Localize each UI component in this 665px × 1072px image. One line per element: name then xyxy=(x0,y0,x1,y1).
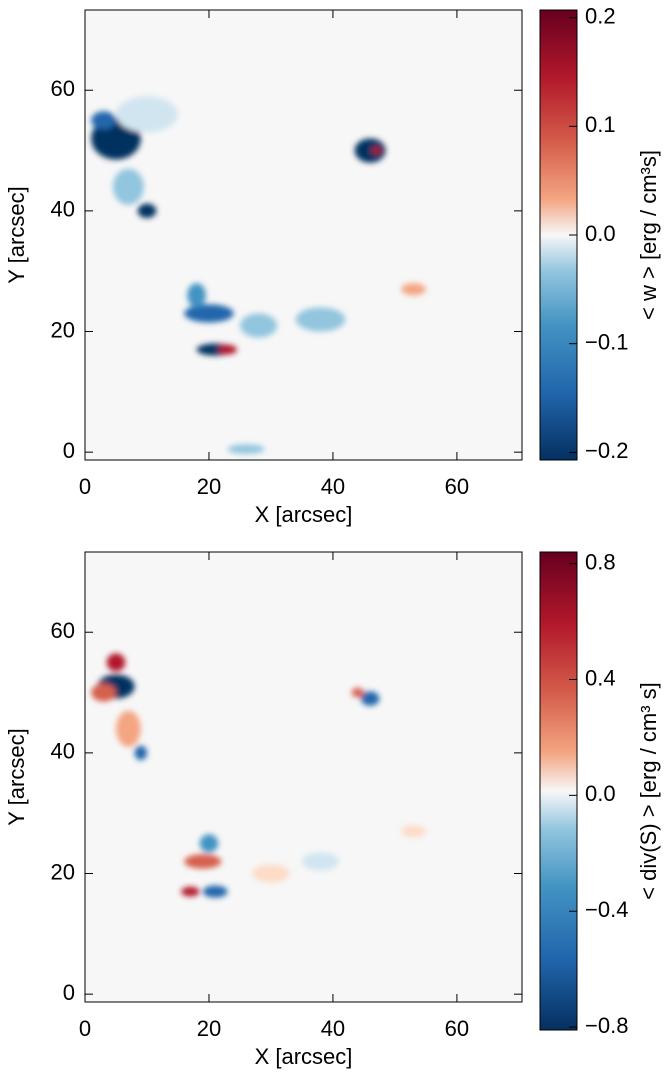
colorbar-tick-label: −0.8 xyxy=(585,1013,628,1038)
field-feature xyxy=(252,864,290,883)
colorbar-label: < w > [erg / cm³s] xyxy=(636,150,661,320)
y-tick-label: 40 xyxy=(51,197,75,222)
field-feature xyxy=(351,687,364,698)
y-tick-label: 60 xyxy=(51,76,75,101)
x-axis-label: X [arcsec] xyxy=(255,502,353,527)
heatmap-background xyxy=(85,552,522,1002)
y-tick-label: 40 xyxy=(51,739,75,764)
field-feature xyxy=(115,710,141,747)
field-feature xyxy=(239,313,278,338)
x-tick-label: 60 xyxy=(445,474,469,499)
colorbar-tick-label: −0.2 xyxy=(585,438,628,463)
field-feature xyxy=(227,444,265,454)
x-tick-label: 40 xyxy=(321,1016,345,1041)
field-feature xyxy=(202,885,228,898)
x-tick-label: 0 xyxy=(79,1016,91,1041)
y-axis-label: Y [arcsec] xyxy=(4,728,29,825)
field-feature xyxy=(401,283,426,296)
heatmap-background xyxy=(85,10,522,460)
y-tick-label: 0 xyxy=(63,980,75,1005)
colorbar xyxy=(539,551,578,1031)
heatmap xyxy=(85,552,522,1002)
colorbar-label: < div(S) > [erg / cm³ s] xyxy=(636,682,661,900)
plot-frame xyxy=(84,551,523,1003)
field-feature xyxy=(184,304,234,323)
x-tick-label: 0 xyxy=(79,474,91,499)
colorbar-tick-label: 0.0 xyxy=(585,781,616,806)
x-tick-label: 20 xyxy=(197,1016,221,1041)
colorbar-tick-label: −0.4 xyxy=(585,897,628,922)
x-tick-label: 60 xyxy=(445,1016,469,1041)
field-feature xyxy=(371,146,382,155)
y-tick-label: 20 xyxy=(51,859,75,884)
field-feature xyxy=(181,886,200,897)
field-feature xyxy=(115,96,178,133)
colorbar-tick-label: 0.1 xyxy=(585,112,616,137)
field-feature xyxy=(91,683,116,702)
y-tick-label: 20 xyxy=(51,317,75,342)
colorbar-tick-label: 0.4 xyxy=(585,665,616,690)
field-feature xyxy=(187,283,206,308)
field-feature xyxy=(199,834,219,853)
heatmap-features xyxy=(91,653,426,898)
field-feature xyxy=(360,691,380,706)
colorbar-tick-label: 0.2 xyxy=(585,3,616,28)
x-tick-label: 40 xyxy=(321,474,345,499)
colorbar-tick-label: 0.8 xyxy=(585,549,616,574)
y-tick-label: 0 xyxy=(63,438,75,463)
field-feature xyxy=(91,111,116,130)
colorbar-tick-label: 0.0 xyxy=(585,221,616,246)
field-feature xyxy=(112,168,144,205)
field-feature xyxy=(301,852,340,871)
heatmap-features xyxy=(91,96,426,454)
plot-frame xyxy=(84,9,523,461)
field-feature xyxy=(137,203,157,219)
field-feature xyxy=(218,344,237,355)
field-feature xyxy=(354,138,386,163)
colorbar-tick-label: −0.1 xyxy=(585,330,628,355)
field-feature xyxy=(134,745,147,761)
y-tick-label: 60 xyxy=(51,618,75,643)
field-feature xyxy=(295,307,346,332)
heatmap xyxy=(85,10,522,460)
x-tick-label: 20 xyxy=(197,474,221,499)
field-feature xyxy=(184,854,222,869)
field-feature xyxy=(106,653,126,672)
x-axis-label: X [arcsec] xyxy=(255,1044,353,1069)
field-feature xyxy=(401,825,426,838)
y-axis-label: Y [arcsec] xyxy=(4,186,29,283)
